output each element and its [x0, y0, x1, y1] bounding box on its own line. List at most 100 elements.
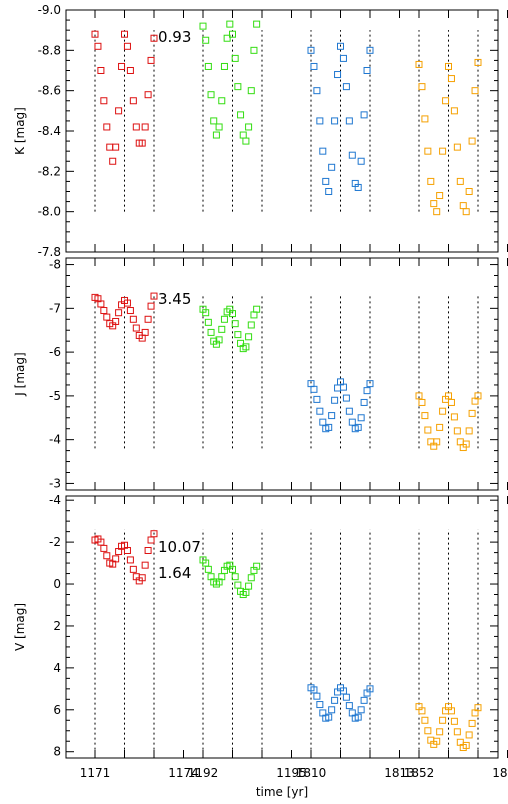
- x-tick-label: 1195: [276, 766, 307, 780]
- data-point: [234, 581, 242, 589]
- data-point: [310, 62, 318, 70]
- data-point: [123, 546, 131, 554]
- data-point: [129, 97, 137, 105]
- data-point: [450, 413, 458, 421]
- data-point: [106, 143, 114, 151]
- data-point: [100, 307, 108, 315]
- data-point: [471, 87, 479, 95]
- data-point: [207, 328, 215, 336]
- data-point: [325, 423, 333, 431]
- data-point: [363, 67, 371, 74]
- data-point: [319, 147, 327, 155]
- x-axis-title: time [yr]: [256, 785, 308, 799]
- y-tick-label: -3: [49, 476, 61, 490]
- data-point: [450, 107, 458, 115]
- data-point: [421, 412, 429, 420]
- data-point: [342, 693, 350, 701]
- data-point: [109, 157, 117, 165]
- panel-1: -8 -7 -6 -5 -4 -3 J [mag] 3.45: [13, 257, 508, 491]
- data-point: [357, 414, 365, 422]
- data-point: [342, 394, 350, 402]
- data-point: [453, 143, 461, 151]
- data-point: [207, 91, 215, 99]
- data-point: [474, 704, 482, 712]
- data-point: [439, 716, 447, 724]
- data-point: [474, 58, 482, 66]
- data-point: [138, 574, 146, 582]
- data-point: [450, 717, 458, 725]
- data-point: [313, 395, 321, 403]
- y-tick-label: -9.0: [38, 3, 61, 17]
- data-point: [218, 97, 226, 105]
- data-point: [331, 696, 339, 704]
- data-point: [126, 556, 134, 564]
- data-point: [325, 713, 333, 721]
- data-point: [247, 574, 255, 582]
- data-point: [123, 42, 131, 50]
- data-point: [339, 54, 347, 62]
- amplitude-annotation: 3.45: [158, 290, 191, 308]
- data-point: [126, 307, 134, 315]
- data-point: [103, 552, 111, 560]
- data-point: [421, 115, 429, 123]
- data-point: [150, 530, 158, 538]
- data-point: [112, 143, 120, 151]
- data-point: [121, 30, 128, 38]
- data-point: [468, 719, 476, 727]
- y-tick-label: -6: [49, 345, 61, 359]
- data-point: [439, 407, 447, 415]
- data-point: [366, 46, 374, 54]
- data-point: [357, 157, 365, 165]
- data-point: [418, 707, 426, 715]
- data-point: [132, 324, 140, 332]
- data-point: [459, 202, 467, 210]
- data-point: [345, 407, 353, 415]
- data-point: [415, 392, 423, 400]
- data-point: [229, 565, 236, 573]
- data-point: [474, 392, 482, 400]
- data-point: [334, 71, 342, 79]
- data-point: [215, 123, 223, 131]
- data-point: [433, 208, 441, 216]
- data-point: [328, 163, 336, 171]
- y-tick-label: 2: [53, 619, 61, 633]
- data-point: [354, 183, 362, 191]
- data-point: [210, 117, 218, 125]
- data-point: [223, 34, 231, 42]
- data-point: [436, 192, 444, 200]
- y-tick-label: -4: [49, 493, 61, 507]
- y-tick-label: -2: [49, 535, 61, 549]
- data-point: [418, 398, 426, 406]
- data-point: [204, 62, 212, 70]
- data-point: [97, 300, 105, 308]
- x-tick-label: 1192: [188, 766, 219, 780]
- data-point: [150, 34, 158, 42]
- data-point: [468, 409, 476, 417]
- data-point: [354, 713, 362, 721]
- data-point: [307, 46, 315, 54]
- x-tick-label: 1855: [492, 766, 508, 780]
- data-point: [118, 62, 126, 70]
- y-tick-label: -8: [49, 258, 61, 272]
- data-point: [147, 536, 155, 544]
- y-tick-label: -5: [49, 389, 61, 403]
- data-point: [310, 385, 318, 393]
- data-point: [418, 83, 426, 91]
- data-point: [250, 311, 258, 319]
- data-point: [144, 315, 152, 323]
- data-point: [442, 97, 450, 105]
- data-point: [229, 30, 236, 38]
- y-axis-title: K [mag]: [13, 107, 27, 155]
- amplitude-annotation: 1.64: [158, 564, 191, 582]
- data-point: [456, 438, 464, 446]
- data-point: [100, 544, 108, 552]
- data-point: [253, 305, 261, 313]
- data-point: [144, 91, 152, 99]
- data-point: [445, 62, 452, 70]
- data-point: [342, 83, 350, 91]
- data-point: [141, 561, 149, 569]
- y-tick-label: -7: [49, 301, 61, 315]
- data-point: [331, 117, 339, 125]
- data-point: [328, 706, 336, 714]
- data-point: [465, 188, 473, 195]
